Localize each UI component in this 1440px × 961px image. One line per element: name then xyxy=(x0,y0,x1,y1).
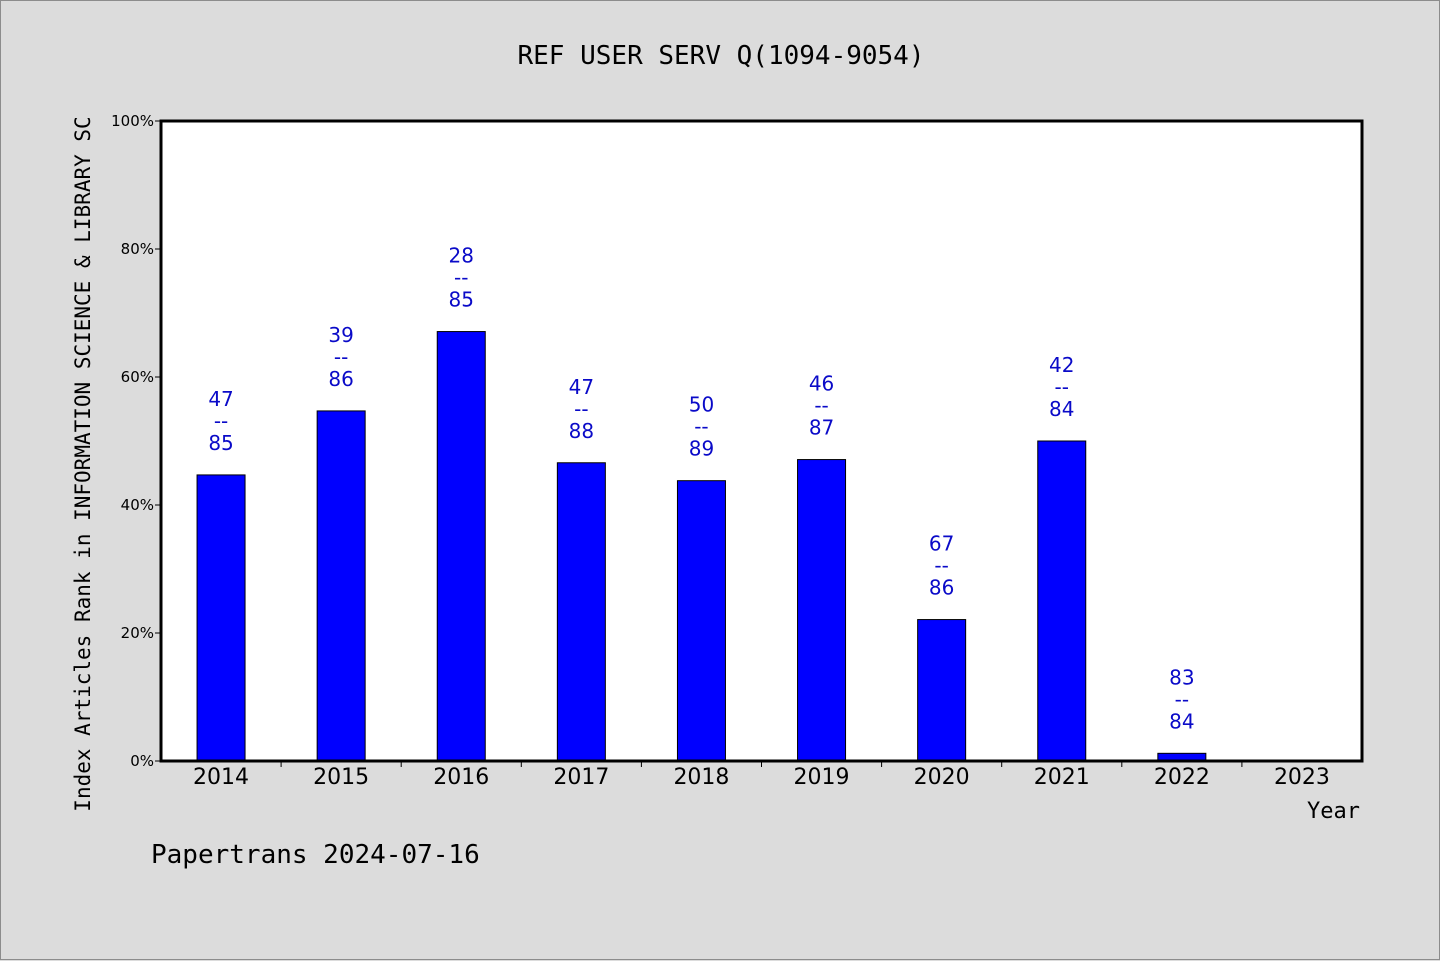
rank-label-2017: 47 xyxy=(569,375,594,399)
bar-2014 xyxy=(196,474,246,762)
y-tick-label-100: 100% xyxy=(111,112,154,130)
y-tick-label-20: 20% xyxy=(121,624,154,642)
chart-title: REF USER SERV Q(1094-9054) xyxy=(518,41,925,71)
rank-label-2021: 42 xyxy=(1049,353,1074,377)
y-tick-label-0: 0% xyxy=(130,752,154,770)
x-tick-label-2017: 2017 xyxy=(553,765,609,790)
rank-label-2022: 83 xyxy=(1169,665,1194,689)
y-tick-label-40: 40% xyxy=(121,496,154,514)
bar-2015 xyxy=(316,410,366,762)
rank-label-2014: 47 xyxy=(208,387,233,411)
rank-separator-2022: -- xyxy=(1175,687,1189,711)
x-axis-label: Year xyxy=(1307,799,1360,824)
y-axis-label: Index Articles Rank in INFORMATION SCIEN… xyxy=(71,116,95,811)
rank-total-2022: 84 xyxy=(1169,709,1194,733)
bar-2021 xyxy=(1037,440,1087,762)
bar-2019 xyxy=(797,459,847,762)
rank-label-2019: 46 xyxy=(809,372,834,396)
rank-separator-2020: -- xyxy=(934,554,948,578)
rank-total-2020: 86 xyxy=(929,576,954,600)
rank-separator-2015: -- xyxy=(334,345,348,369)
rank-total-2019: 87 xyxy=(809,416,834,440)
rank-separator-2018: -- xyxy=(694,415,708,439)
x-tick-label-2014: 2014 xyxy=(193,765,249,790)
rank-label-2015: 39 xyxy=(328,323,353,347)
x-tick-label-2016: 2016 xyxy=(433,765,489,790)
footer-source-date: Papertrans 2024-07-16 xyxy=(151,840,480,870)
rank-total-2018: 89 xyxy=(689,437,714,461)
x-tick-label-2022: 2022 xyxy=(1154,765,1210,790)
x-tick-label-2020: 2020 xyxy=(914,765,970,790)
y-tick-label-80: 80% xyxy=(121,240,154,258)
rank-total-2021: 84 xyxy=(1049,397,1074,421)
rank-label-2016: 28 xyxy=(449,244,474,268)
rank-total-2017: 88 xyxy=(569,419,594,443)
rank-separator-2017: -- xyxy=(574,397,588,421)
rank-total-2015: 86 xyxy=(328,367,353,391)
bars-group xyxy=(196,331,1207,762)
y-tick-label-60: 60% xyxy=(121,368,154,386)
x-tick-label-2023: 2023 xyxy=(1274,765,1330,790)
x-tick-label-2019: 2019 xyxy=(794,765,850,790)
x-axis-ticks: 2014 2015 2016 2017 2018 2019 2020 2021 2022 2023 xyxy=(193,761,1330,790)
rank-labels-group: 47--8539--8628--8547--8850--8946--8767--… xyxy=(208,244,1194,734)
bar-2020 xyxy=(917,619,967,762)
y-axis-ticks: 0% 20% 40% 60% 80% 100% xyxy=(111,112,161,770)
rank-label-2020: 67 xyxy=(929,532,954,556)
rank-label-2018: 50 xyxy=(689,393,714,417)
rank-separator-2014: -- xyxy=(214,409,228,433)
bar-2016 xyxy=(436,331,486,762)
rank-separator-2016: -- xyxy=(454,266,468,290)
rank-total-2016: 85 xyxy=(449,288,474,312)
x-tick-label-2018: 2018 xyxy=(673,765,729,790)
x-tick-label-2015: 2015 xyxy=(313,765,369,790)
rank-total-2014: 85 xyxy=(208,431,233,455)
bar-2017 xyxy=(556,462,606,762)
rank-separator-2019: -- xyxy=(814,394,828,418)
x-tick-label-2021: 2021 xyxy=(1034,765,1090,790)
rank-separator-2021: -- xyxy=(1055,375,1069,399)
bar-2018 xyxy=(676,480,726,762)
